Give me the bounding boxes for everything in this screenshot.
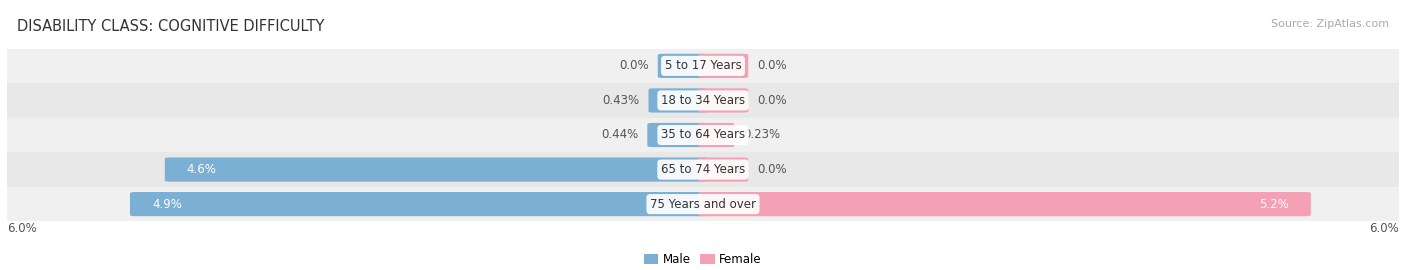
FancyBboxPatch shape [647, 123, 707, 147]
Text: DISABILITY CLASS: COGNITIVE DIFFICULTY: DISABILITY CLASS: COGNITIVE DIFFICULTY [17, 19, 325, 34]
Text: 6.0%: 6.0% [1369, 222, 1399, 235]
Text: 0.0%: 0.0% [758, 163, 787, 176]
Bar [7, 83, 1399, 118]
Legend: Male, Female: Male, Female [640, 248, 766, 270]
FancyBboxPatch shape [129, 192, 707, 216]
Text: 0.0%: 0.0% [758, 94, 787, 107]
Bar [7, 187, 1399, 221]
Bar [7, 118, 1399, 152]
Text: 4.6%: 4.6% [187, 163, 217, 176]
FancyBboxPatch shape [699, 88, 748, 113]
Text: 5 to 17 Years: 5 to 17 Years [665, 59, 741, 72]
FancyBboxPatch shape [699, 157, 748, 182]
Text: 65 to 74 Years: 65 to 74 Years [661, 163, 745, 176]
Text: Source: ZipAtlas.com: Source: ZipAtlas.com [1271, 19, 1389, 29]
Bar [7, 152, 1399, 187]
FancyBboxPatch shape [658, 54, 707, 78]
Text: 4.9%: 4.9% [152, 198, 181, 211]
Text: 35 to 64 Years: 35 to 64 Years [661, 129, 745, 141]
Text: 18 to 34 Years: 18 to 34 Years [661, 94, 745, 107]
Text: 75 Years and over: 75 Years and over [650, 198, 756, 211]
FancyBboxPatch shape [648, 88, 707, 113]
Text: 0.0%: 0.0% [619, 59, 648, 72]
Text: 6.0%: 6.0% [7, 222, 37, 235]
Text: 0.0%: 0.0% [758, 59, 787, 72]
Text: 0.44%: 0.44% [600, 129, 638, 141]
FancyBboxPatch shape [699, 192, 1310, 216]
FancyBboxPatch shape [699, 123, 734, 147]
Bar [7, 49, 1399, 83]
FancyBboxPatch shape [165, 157, 707, 182]
Text: 5.2%: 5.2% [1258, 198, 1289, 211]
Text: 0.23%: 0.23% [744, 129, 780, 141]
Text: 0.43%: 0.43% [602, 94, 640, 107]
FancyBboxPatch shape [699, 54, 748, 78]
